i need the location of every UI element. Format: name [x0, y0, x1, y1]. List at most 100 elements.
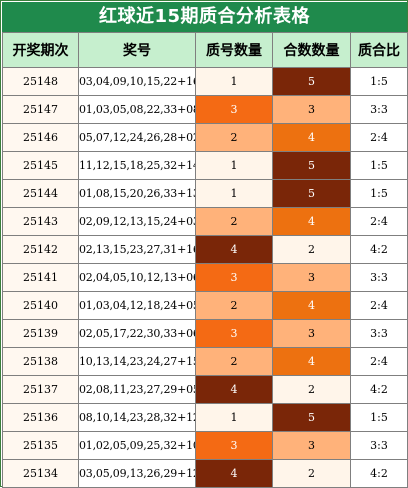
ratio-cell: 3:3 [350, 319, 408, 348]
table-title: 红球近15期质合分析表格 [2, 2, 407, 32]
numbers-cell: 03,04,09,10,15,22+16 [78, 67, 196, 96]
prime-count-cell: 2 [195, 123, 273, 152]
composite-count-cell: 3 [272, 431, 351, 460]
header-composite-count: 合数数量 [272, 32, 351, 68]
issue-cell: 25137 [2, 375, 79, 404]
issue-cell: 25142 [2, 235, 79, 264]
table-row: 25134 03,05,09,13,26,29+12 4 2 4:2 [2, 459, 408, 488]
composite-count-cell: 5 [272, 179, 351, 208]
issue-cell: 25138 [2, 347, 79, 376]
prime-count-cell: 2 [195, 207, 273, 236]
issue-cell: 25140 [2, 291, 79, 320]
numbers-cell: 08,10,14,23,28,32+12 [78, 403, 196, 432]
ratio-cell: 3:3 [350, 431, 408, 460]
ratio-cell: 4:2 [350, 375, 408, 404]
prime-count-cell: 1 [195, 403, 273, 432]
table-row: 25145 11,12,15,18,25,32+14 1 5 1:5 [2, 151, 408, 180]
issue-cell: 25147 [2, 95, 79, 124]
ratio-cell: 3:3 [350, 95, 408, 124]
composite-count-cell: 3 [272, 263, 351, 292]
numbers-cell: 02,04,05,10,12,13+06 [78, 263, 196, 292]
prime-count-cell: 1 [195, 67, 273, 96]
prime-count-cell: 4 [195, 375, 273, 404]
table-row: 25144 01,08,15,20,26,33+13 1 5 1:5 [2, 179, 408, 208]
issue-cell: 25146 [2, 123, 79, 152]
composite-count-cell: 2 [272, 375, 351, 404]
table-row: 25135 01,02,05,09,25,32+10 3 3 3:3 [2, 431, 408, 460]
table-row: 25146 05,07,12,24,26,28+02 2 4 2:4 [2, 123, 408, 152]
prime-count-cell: 2 [195, 347, 273, 376]
prime-count-cell: 3 [195, 431, 273, 460]
table-row: 25138 10,13,14,23,24,27+15 2 4 2:4 [2, 347, 408, 376]
prime-count-cell: 3 [195, 319, 273, 348]
issue-cell: 25135 [2, 431, 79, 460]
numbers-cell: 01,03,05,08,22,33+08 [78, 95, 196, 124]
header-numbers: 奖号 [78, 32, 196, 68]
composite-count-cell: 2 [272, 235, 351, 264]
table-row: 25141 02,04,05,10,12,13+06 3 3 3:3 [2, 263, 408, 292]
numbers-cell: 01,02,05,09,25,32+10 [78, 431, 196, 460]
table-row: 25139 02,05,17,22,30,33+06 3 3 3:3 [2, 319, 408, 348]
prime-count-cell: 2 [195, 291, 273, 320]
prime-count-cell: 1 [195, 179, 273, 208]
issue-cell: 25141 [2, 263, 79, 292]
ratio-cell: 2:4 [350, 347, 408, 376]
numbers-cell: 02,09,12,13,15,24+03 [78, 207, 196, 236]
composite-count-cell: 5 [272, 67, 351, 96]
ratio-cell: 1:5 [350, 179, 408, 208]
issue-cell: 25136 [2, 403, 79, 432]
numbers-cell: 01,03,04,12,18,24+05 [78, 291, 196, 320]
composite-count-cell: 4 [272, 347, 351, 376]
composite-count-cell: 5 [272, 151, 351, 180]
table-row: 25136 08,10,14,23,28,32+12 1 5 1:5 [2, 403, 408, 432]
composite-count-cell: 4 [272, 207, 351, 236]
composite-count-cell: 3 [272, 95, 351, 124]
prime-count-cell: 1 [195, 151, 273, 180]
table-row: 25137 02,08,11,23,27,29+05 4 2 4:2 [2, 375, 408, 404]
numbers-cell: 01,08,15,20,26,33+13 [78, 179, 196, 208]
composite-count-cell: 4 [272, 291, 351, 320]
header-ratio: 质合比 [350, 32, 408, 68]
ratio-cell: 1:5 [350, 67, 408, 96]
ratio-cell: 2:4 [350, 123, 408, 152]
prime-composite-table: 开奖期次 奖号 质号数量 合数数量 质合比 25148 03,04,09,10,1… [2, 32, 408, 488]
issue-cell: 25139 [2, 319, 79, 348]
table-row: 25143 02,09,12,13,15,24+03 2 4 2:4 [2, 207, 408, 236]
issue-cell: 25144 [2, 179, 79, 208]
issue-cell: 25143 [2, 207, 79, 236]
numbers-cell: 03,05,09,13,26,29+12 [78, 459, 196, 488]
table-row: 25140 01,03,04,12,18,24+05 2 4 2:4 [2, 291, 408, 320]
numbers-cell: 05,07,12,24,26,28+02 [78, 123, 196, 152]
issue-cell: 25134 [2, 459, 79, 488]
header-issue: 开奖期次 [2, 32, 79, 68]
issue-cell: 25145 [2, 151, 79, 180]
composite-count-cell: 4 [272, 123, 351, 152]
numbers-cell: 10,13,14,23,24,27+15 [78, 347, 196, 376]
numbers-cell: 02,05,17,22,30,33+06 [78, 319, 196, 348]
composite-count-cell: 3 [272, 319, 351, 348]
composite-count-cell: 2 [272, 459, 351, 488]
ratio-cell: 2:4 [350, 207, 408, 236]
table-row: 25142 02,13,15,23,27,31+16 4 2 4:2 [2, 235, 408, 264]
prime-count-cell: 3 [195, 95, 273, 124]
prime-count-cell: 4 [195, 459, 273, 488]
table-body: 25148 03,04,09,10,15,22+16 1 5 1:5 25147 01,03… [2, 67, 408, 488]
ratio-cell: 2:4 [350, 291, 408, 320]
composite-count-cell: 5 [272, 403, 351, 432]
numbers-cell: 02,13,15,23,27,31+16 [78, 235, 196, 264]
numbers-cell: 02,08,11,23,27,29+05 [78, 375, 196, 404]
prime-count-cell: 4 [195, 235, 273, 264]
ratio-cell: 1:5 [350, 403, 408, 432]
issue-cell: 25148 [2, 67, 79, 96]
table-row: 25148 03,04,09,10,15,22+16 1 5 1:5 [2, 67, 408, 96]
numbers-cell: 11,12,15,18,25,32+14 [78, 151, 196, 180]
ratio-cell: 4:2 [350, 459, 408, 488]
ratio-cell: 3:3 [350, 263, 408, 292]
table-row: 25147 01,03,05,08,22,33+08 3 3 3:3 [2, 95, 408, 124]
header-prime-count: 质号数量 [195, 32, 273, 68]
header-row: 开奖期次 奖号 质号数量 合数数量 质合比 [2, 32, 408, 68]
ratio-cell: 1:5 [350, 151, 408, 180]
ratio-cell: 4:2 [350, 235, 408, 264]
prime-count-cell: 3 [195, 263, 273, 292]
